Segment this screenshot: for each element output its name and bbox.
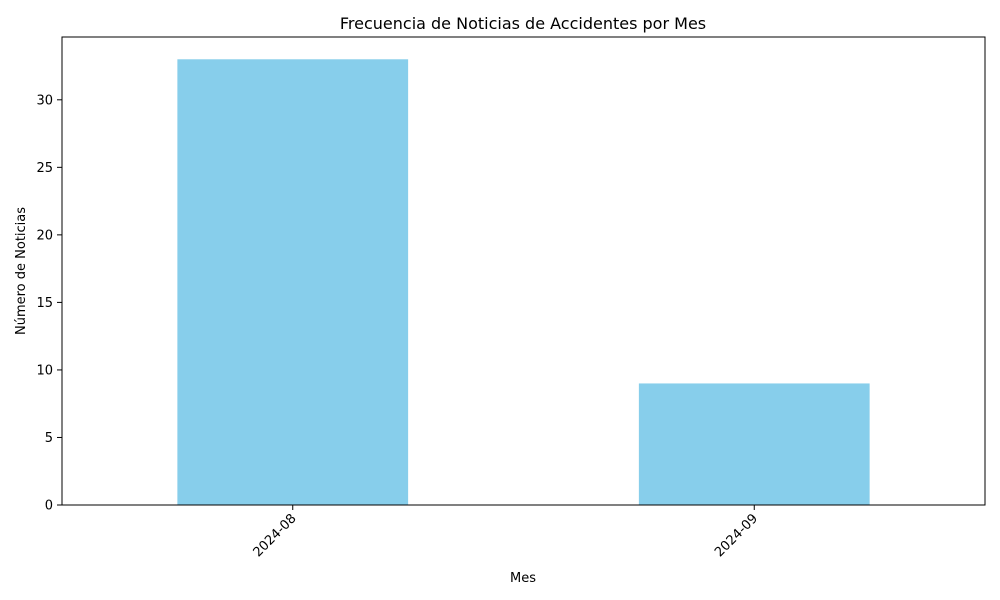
y-tick-label: 30 <box>36 93 53 108</box>
y-axis-label: Número de Noticias <box>14 207 29 335</box>
plot-frame <box>61 36 986 506</box>
y-axis: 0 5 10 15 20 25 30 <box>36 93 62 514</box>
bar-2024-08 <box>177 59 409 506</box>
bar-2024-09 <box>638 383 870 505</box>
y-tick-label: 5 <box>45 431 53 446</box>
bars-group <box>177 59 870 506</box>
x-tick-label: 2024-08 <box>251 511 300 560</box>
x-axis-label: Mes <box>510 571 536 586</box>
chart-title: Frecuencia de Noticias de Accidentes por… <box>340 14 706 33</box>
y-tick-label: 25 <box>36 161 53 176</box>
y-tick-label: 20 <box>36 228 53 243</box>
x-axis: 2024-08 2024-09 <box>251 505 761 560</box>
x-tick-label: 2024-09 <box>712 511 761 560</box>
y-tick-label: 15 <box>36 296 53 311</box>
y-tick-label: 0 <box>45 499 53 514</box>
y-tick-label: 10 <box>36 363 53 378</box>
